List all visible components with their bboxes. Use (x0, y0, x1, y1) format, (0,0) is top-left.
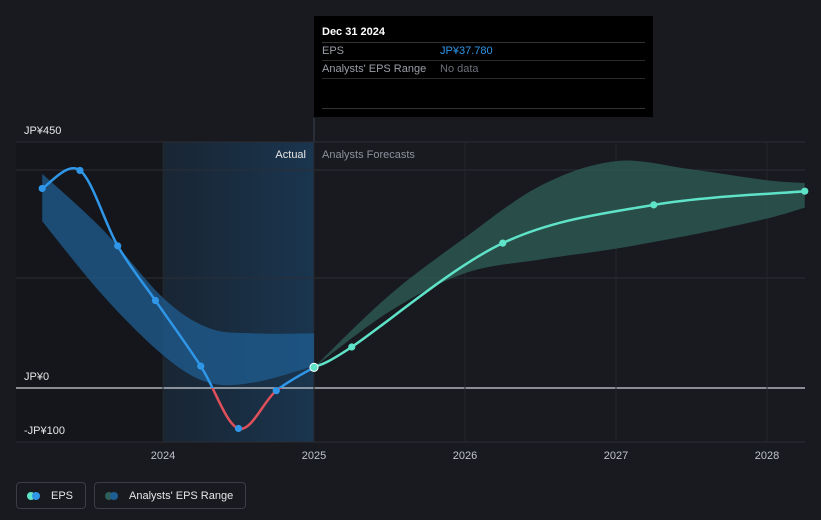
legend-item-range[interactable]: Analysts' EPS Range (94, 482, 247, 509)
eps-actual-negative-line (211, 388, 282, 430)
eps-range-band (42, 173, 314, 386)
legend-range-label: Analysts' EPS Range (129, 489, 234, 502)
eps-range-band (314, 160, 805, 368)
y-tick-label: JP¥450 (24, 125, 61, 137)
x-tick-label: 2026 (453, 450, 477, 462)
x-tick-label: 2027 (604, 450, 628, 462)
actual-period-shade (163, 142, 314, 442)
legend-eps-label: EPS (51, 489, 74, 502)
eps-forecast-point (348, 343, 356, 351)
x-tick-label: 2025 (302, 450, 326, 462)
tooltip: Dec 31 2024 EPS JP¥37.780 Analysts' EPS … (314, 16, 653, 117)
eps-actual-point (76, 166, 84, 175)
eps-actual-point (197, 362, 205, 370)
y-tick-label: JP¥0 (24, 371, 49, 383)
eps-actual-line (41, 167, 315, 388)
tooltip-eps-label: EPS (322, 45, 345, 57)
tooltip-row-eps: EPS JP¥37.780 (322, 43, 645, 61)
eps-actual-point (151, 296, 160, 305)
actual-region-label: Actual (275, 149, 306, 161)
y-tick-label: -JP¥100 (24, 425, 65, 437)
tooltip-date: Dec 31 2024 (322, 24, 645, 43)
tooltip-eps-value: JP¥37.780 (440, 45, 493, 57)
legend-eps-swatch-icon (27, 491, 43, 500)
tooltip-row-range: Analysts' EPS Range No data (322, 61, 645, 79)
tooltip-divider (322, 108, 645, 109)
eps-actual-point (38, 184, 46, 193)
eps-forecast-point (650, 201, 658, 209)
x-tick-label: 2024 (151, 450, 175, 462)
eps-forecast-point (801, 187, 809, 195)
eps-actual-point (234, 424, 243, 433)
legend: EPS Analysts' EPS Range (16, 482, 247, 509)
forecast-region-label: Analysts Forecasts (322, 149, 415, 161)
x-tick-label: 2028 (755, 450, 779, 462)
tooltip-range-label: Analysts' EPS Range (322, 63, 427, 75)
legend-range-swatch-icon (105, 491, 121, 500)
eps-actual-point (114, 242, 122, 250)
eps-forecast-point (499, 239, 507, 247)
eps-actual-point (272, 387, 280, 395)
tooltip-range-value: No data (440, 63, 479, 75)
legend-item-eps[interactable]: EPS (16, 482, 87, 509)
eps-forecast-point (310, 363, 318, 371)
